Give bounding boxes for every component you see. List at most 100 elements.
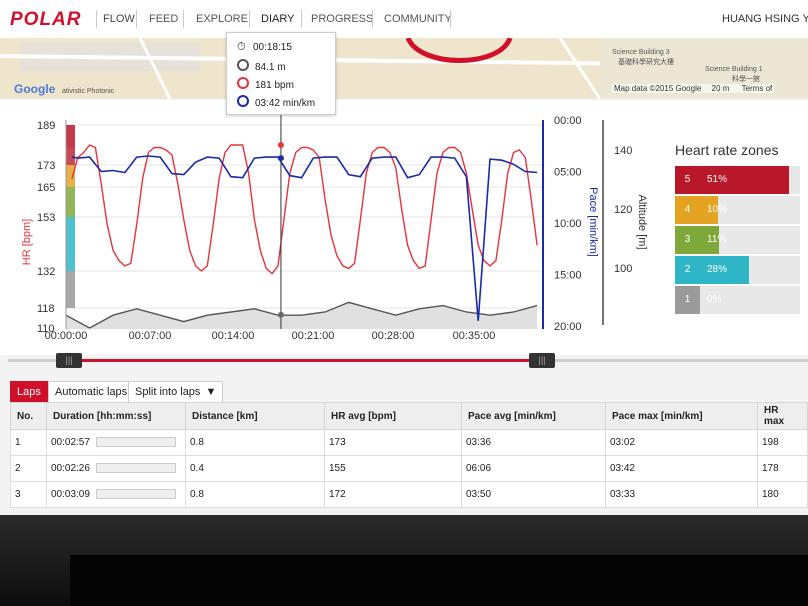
table-cell: 0.4 [185,455,325,482]
table-cell: 2 [10,455,47,482]
pace-tick-label: 05:00 [554,167,582,179]
range-slider-selection [60,359,544,362]
nav-divider [301,10,302,28]
nav-divider [136,10,137,28]
range-start-handle[interactable]: ||| [56,353,82,368]
table-cell: 0.8 [185,429,325,456]
hr-zone-bar [700,256,749,284]
table-row[interactable]: 3 00:03:09 0.8 172 03:50 03:33 180 [10,481,808,508]
table-row[interactable]: 1 00:02:57 0.8 173 03:36 03:02 198 [10,429,808,456]
flow-label: FLOW [103,13,135,25]
tooltip-altitude: 84.1 m [237,59,286,73]
nav-explore[interactable]: EXPLORE [196,13,248,25]
hr-zone-row: 4 10% [675,196,800,224]
col-pace-avg[interactable]: Pace avg [min/km] [461,402,606,430]
table-cell: 0.8 [185,481,325,508]
table-cell: 00:02:57 [46,429,186,456]
nav-progress[interactable]: PROGRESS [311,13,374,25]
hr-tick-label: 118 [37,303,55,315]
table-cell: 173 [324,429,462,456]
pace-tick-label: 20:00 [554,321,582,333]
map-terms-link[interactable]: Terms of [741,84,773,93]
table-cell: 1 [10,429,47,456]
hr-zone-strip [66,125,75,148]
table-cell: 03:42 [605,455,758,482]
hr-zone-percent: 51% [707,174,728,185]
col-distance[interactable]: Distance [km] [185,402,325,430]
nav-diary[interactable]: DIARY [261,13,295,25]
nav-divider [96,10,97,28]
hr-zone-bar [700,196,718,224]
hr-zone-percent: 28% [707,264,728,275]
altitude-tick-label: 120 [614,204,632,216]
route-map[interactable]: Google ativistic Photonic Science Buildi… [0,38,808,99]
x-tick-label: 00:35:00 [453,330,496,342]
hr-line [71,144,538,275]
pace-tick-label: 00:00 [554,115,582,127]
hr-tick-label: 173 [37,160,55,172]
x-tick-label: 00:14:00 [212,330,255,342]
hr-zone-strip [66,187,75,217]
map-label: Science Building 3 [612,49,670,56]
col-duration[interactable]: Duration [hh:mm:ss] [46,402,186,430]
x-tick-label: 00:07:00 [129,330,172,342]
nav-feed[interactable]: FEED [149,13,179,25]
altitude-axis-title: Altitude [m] [636,194,648,249]
x-tick-label: 00:00:00 [45,330,88,342]
pace-tick-label: 15:00 [554,270,582,282]
hr-zone-number: 2 [675,256,700,284]
user-name[interactable]: HUANG HSING YI [722,13,808,25]
cursor-hr-point [277,142,284,148]
range-end-handle[interactable]: ||| [529,353,555,368]
hr-tick-label: 153 [37,212,55,224]
altitude-tick-label: 140 [614,145,632,157]
training-chart[interactable]: 18917316515313211811000:0005:0010:0015:0… [0,100,808,360]
hr-zone-bar [700,226,720,254]
duration-bar [95,437,176,448]
col-pace-max[interactable]: Pace max [min/km] [605,402,758,430]
dropdown-arrow-icon: ▼ [205,386,217,398]
tooltip-hr: 181 bpm [237,77,294,91]
tooltip-pace: 03:42 min/km [237,95,315,109]
laps-table: No. Duration [hh:mm:ss] Distance [km] HR… [10,402,808,508]
table-cell: 06:06 [461,455,606,482]
hr-zone-percent: 10% [707,204,728,215]
hr-zone-bar [700,166,790,194]
screen: POLAR FLOW FEED EXPLORE DIARY PROGRESS C… [0,0,808,520]
altitude-icon [237,59,249,71]
table-row[interactable]: 2 00:02:26 0.4 155 06:06 03:42 178 [10,455,808,482]
col-hr-avg[interactable]: HR avg [bpm] [324,402,462,430]
x-tick-label: 00:21:00 [292,330,335,342]
map-scale: 20 m [711,84,730,93]
plot-area [66,120,543,329]
tab-split-into-laps[interactable]: Split into laps ▼ [128,381,224,403]
nav-divider [249,10,250,28]
pace-line [71,155,538,321]
hr-zone-number: 1 [675,286,700,314]
polar-logo[interactable]: POLAR [10,9,82,30]
col-no[interactable]: No. [10,402,47,430]
table-cell: 03:50 [461,481,606,508]
nav-divider [183,10,184,28]
hr-tick-label: 132 [37,266,55,278]
table-cell: 172 [324,481,462,508]
hr-zone-number: 5 [675,166,700,194]
table-cell: 155 [324,455,462,482]
hr-zone-strip [66,147,75,165]
map-label: 科學一館 [732,76,760,83]
stopwatch-icon: ⏱ [237,41,246,53]
hr-zone-percent: 0% [707,294,722,305]
chart-tooltip: ⏱ 00:18:15 84.1 m 181 bpm 03:42 min/km [226,32,336,115]
hr-zone-strip [66,165,75,187]
tab-automatic-laps[interactable]: Automatic laps [48,381,135,403]
pace-axis-title: Pace [min/km] [587,187,599,257]
pace-icon [237,95,249,107]
table-cell: 03:36 [461,429,606,456]
nav-community[interactable]: COMMUNITY [384,13,452,25]
tab-laps[interactable]: Laps [10,381,48,403]
table-cell: 3 [10,481,47,508]
tooltip-time: ⏱ 00:18:15 [237,41,292,53]
col-hr-max[interactable]: HR max [757,402,808,430]
hr-zones-title: Heart rate zones [675,142,779,158]
hr-zone-row: 1 0% [675,286,800,314]
